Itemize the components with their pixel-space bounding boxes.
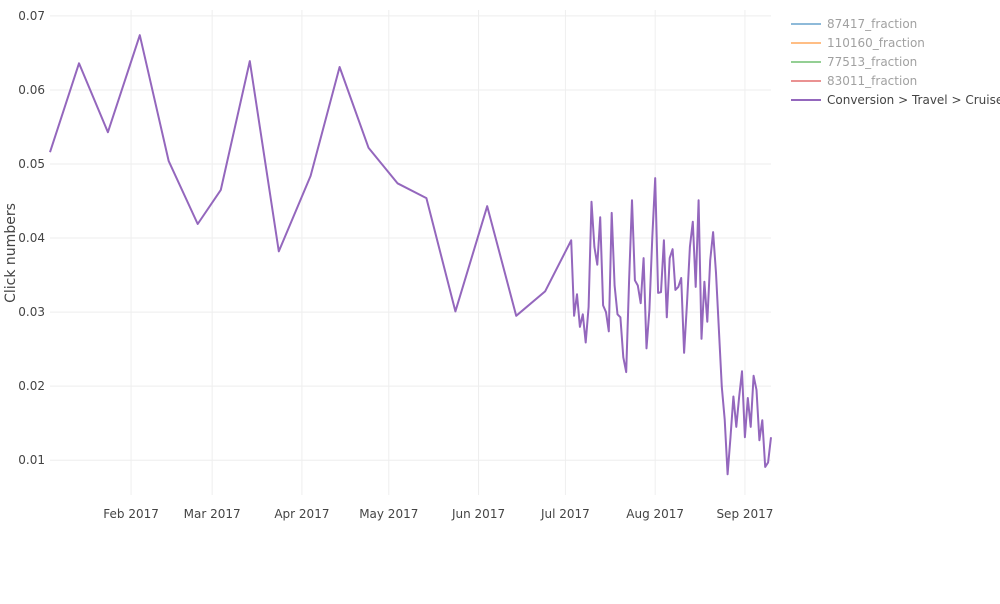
y-tick-label: 0.03 (18, 305, 45, 319)
x-tick-label: Apr 2017 (274, 507, 329, 521)
legend-item[interactable]: 83011_fraction (791, 74, 917, 88)
x-tick-label: May 2017 (359, 507, 418, 521)
x-tick-label: Jul 2017 (540, 507, 590, 521)
legend: 87417_fraction 110160_fraction 77513_fract… (791, 17, 1000, 107)
y-tick-label: 0.02 (18, 379, 45, 393)
x-tick-label: Sep 2017 (716, 507, 773, 521)
y-tick-label: 0.04 (18, 231, 45, 245)
legend-label: 87417_fraction (827, 17, 917, 31)
legend-label: Conversion > Travel > Cruise (827, 93, 1000, 107)
x-tick-label: Jun 2017 (451, 507, 505, 521)
y-tick-label: 0.06 (18, 83, 45, 97)
y-tick-label: 0.01 (18, 453, 45, 467)
legend-label: 83011_fraction (827, 74, 917, 88)
legend-item[interactable]: 77513_fraction (791, 55, 917, 69)
legend-label: 77513_fraction (827, 55, 917, 69)
y-tick-label: 0.07 (18, 9, 45, 23)
x-tick-label: Aug 2017 (626, 507, 684, 521)
legend-item[interactable]: Conversion > Travel > Cruise (791, 93, 1000, 107)
legend-item[interactable]: 110160_fraction (791, 36, 925, 50)
plot-lines (49, 34, 772, 476)
legend-label: 110160_fraction (827, 36, 925, 50)
x-axis-ticks: Feb 2017 Mar 2017 Apr 2017 May 2017 Jun 2017… (103, 507, 773, 521)
series-line (49, 34, 772, 476)
x-tick-label: Feb 2017 (103, 507, 159, 521)
y-axis-ticks: 0.01 0.02 0.03 0.04 0.05 0.06 0.07 (18, 9, 45, 467)
x-tick-label: Mar 2017 (184, 507, 241, 521)
legend-item[interactable]: 87417_fraction (791, 17, 917, 31)
y-tick-label: 0.05 (18, 157, 45, 171)
y-axis-title: Click numbers (3, 203, 19, 303)
